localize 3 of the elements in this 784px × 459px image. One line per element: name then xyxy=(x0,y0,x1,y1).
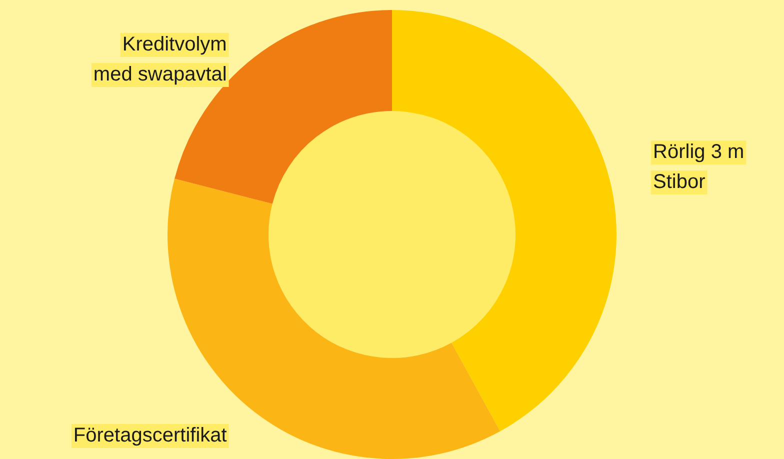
slice-label: Rörlig 3 m Stibor xyxy=(653,140,744,193)
slice-label: Kreditvolym med swapavtal xyxy=(93,34,227,86)
slice-label: Företagscertifikat xyxy=(73,424,228,447)
